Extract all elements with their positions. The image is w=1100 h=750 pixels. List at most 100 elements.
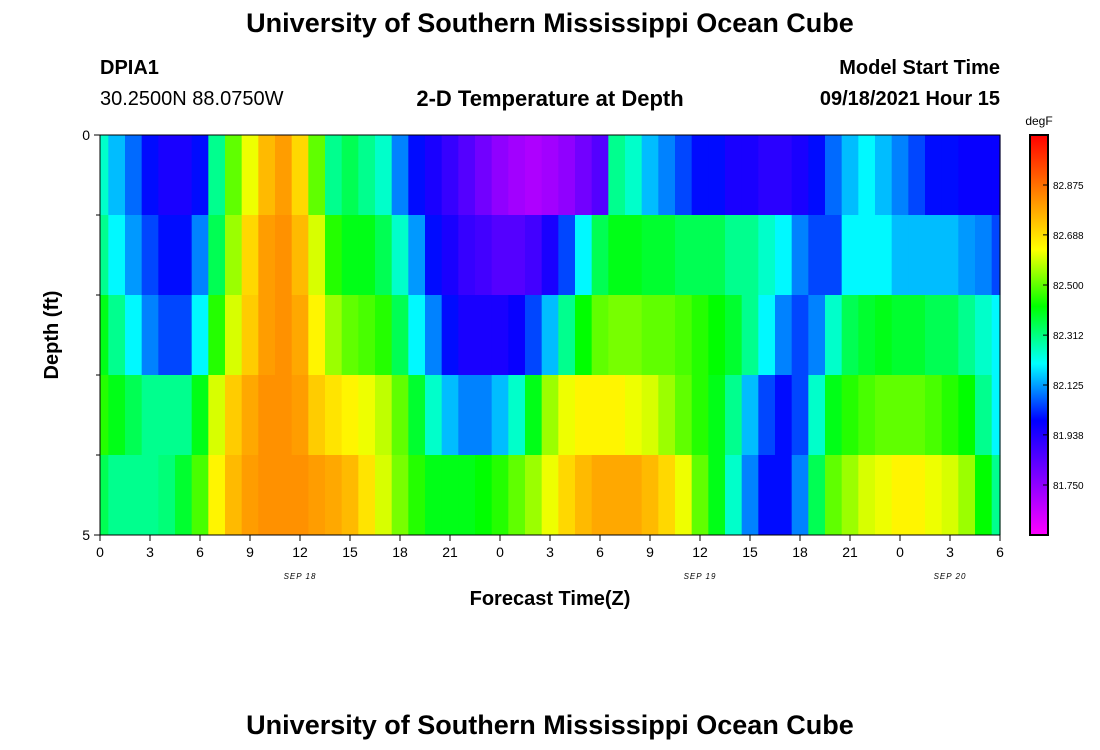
x-tick-label: 3 [546,544,554,560]
heatmap-cell [141,215,159,295]
heatmap-cell [458,375,476,455]
heatmap-cell [358,455,376,535]
heatmap-cell [175,375,193,455]
date-label: SEP 19 [684,572,717,581]
heatmap-cell [225,135,243,215]
heatmap-cell [525,215,543,295]
heatmap-cell [925,295,943,375]
heatmap-cell [641,295,659,375]
heatmap-cell [608,295,626,375]
heatmap-cell [791,375,809,455]
heatmap-cell [808,295,826,375]
colorbar-tick-label: 82.500 [1053,281,1084,292]
heatmap-cell [525,135,543,215]
heatmap-cell [741,215,759,295]
heatmap-cell [308,455,326,535]
heatmap-cell [241,455,259,535]
heatmap-cell [991,455,1001,535]
heatmap-cell [291,375,309,455]
colorbar: 82.875 82.688 82.500 82.312 82.125 81.938 81.7… [1029,134,1084,536]
heatmap-cell [658,455,676,535]
heatmap-cell [275,375,293,455]
model-start-label: Model Start Time [839,57,1000,79]
heatmap-cell [558,295,576,375]
heatmap-cell [708,375,726,455]
heatmap-cell [191,455,209,535]
heatmap-cell [108,455,126,535]
heatmap-cell [575,455,593,535]
heatmap-cell [191,215,209,295]
heatmap-cell [425,215,443,295]
heatmap-cell [758,215,776,295]
heatmap-cell [158,375,176,455]
heatmap-cell [791,455,809,535]
heatmap-cell [691,295,709,375]
heatmap-cell [675,215,693,295]
heatmap-cell [225,375,243,455]
heatmap-cell [141,295,159,375]
x-tick-label: 9 [646,544,654,560]
heatmap-cell [708,215,726,295]
heatmap-cell [791,135,809,215]
page-title-bottom: University of Southern Mississippi Ocean… [246,710,854,740]
heatmap-cell [408,455,426,535]
heatmap-cell [941,455,959,535]
heatmap-cell [591,455,609,535]
heatmap-cell [491,375,509,455]
heatmap-cell [408,295,426,375]
heatmap-cell [208,375,226,455]
heatmap-cell [325,295,343,375]
heatmap-cell [608,455,626,535]
y-tick-label: 5 [82,527,90,543]
x-tick-label: 18 [392,544,408,560]
heatmap-cell [375,295,393,375]
heatmap-cell [908,375,926,455]
heatmap-cell [775,215,793,295]
heatmap-cell [891,135,909,215]
x-tick-label: 6 [196,544,204,560]
heatmap-cell [108,295,126,375]
heatmap-cell [975,135,993,215]
x-tick-label: 6 [996,544,1004,560]
heatmap-cell [558,215,576,295]
heatmap-cell [741,135,759,215]
x-axis: 0 3 6 9 12 15 18 21 0 3 6 9 12 15 18 21 0 3 6 SEP 18 SEP 19 S… [96,535,1004,581]
x-tick-label: 0 [496,544,504,560]
x-tick-label: 3 [146,544,154,560]
heatmap-cell [608,375,626,455]
heatmap-cell [108,135,126,215]
heatmap-cell [458,135,476,215]
heatmap-cell [291,135,309,215]
heatmap-cell [525,455,543,535]
y-tick-label: 0 [82,127,90,143]
heatmap-cell [875,295,893,375]
heatmap-cell [525,295,543,375]
x-tick-label: 3 [946,544,954,560]
heatmap-cell [908,215,926,295]
heatmap-cell [258,135,276,215]
heatmap-cell [775,455,793,535]
heatmap-cell [941,215,959,295]
heatmap-cell [925,375,943,455]
heatmap-cell [941,295,959,375]
station-id: DPIA1 [100,57,159,79]
heatmap-cell [358,295,376,375]
heatmap-cell [858,295,876,375]
heatmap-cell [958,215,976,295]
heatmap-cell [208,135,226,215]
heatmap-cell [641,135,659,215]
heatmap-cell [925,135,943,215]
heatmap-cell [991,295,1001,375]
heatmap-cell [725,135,743,215]
colorbar-tick-label: 82.125 [1053,381,1084,392]
heatmap-cell [225,455,243,535]
heatmap-cell [708,135,726,215]
heatmap-cell [208,455,226,535]
colorbar-tick-label: 82.688 [1053,231,1084,242]
heatmap-cell [975,215,993,295]
x-tick-label: 15 [342,544,358,560]
heatmap-cell [441,375,459,455]
heatmap-cell [825,215,843,295]
heatmap-cell [341,455,359,535]
x-tick-label: 9 [246,544,254,560]
